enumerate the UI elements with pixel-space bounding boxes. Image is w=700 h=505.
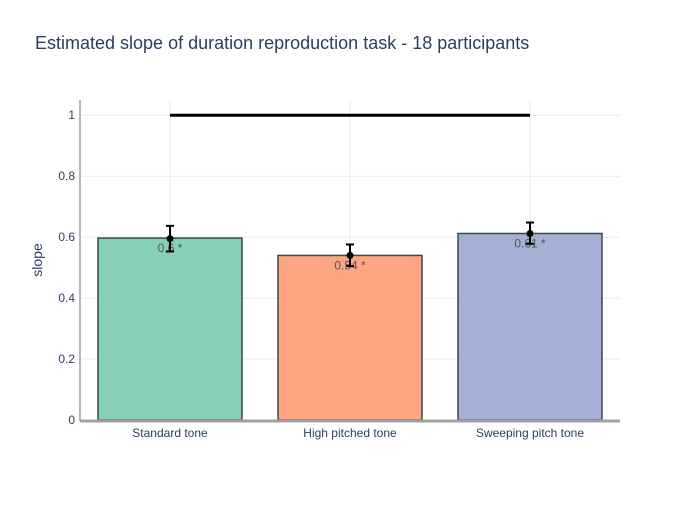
labels-layer: 0.6 *0.54 *0.61 * bbox=[158, 221, 546, 272]
bars-layer bbox=[97, 232, 603, 421]
y-tick-label: 1 bbox=[68, 108, 75, 122]
bar bbox=[97, 237, 243, 421]
chart-title: Estimated slope of duration reproduction… bbox=[35, 33, 530, 53]
axes-layer: 0 0.2 0.4 0.6 0.8 1 Standard tone High pitched … bbox=[58, 100, 620, 440]
y-tick-label: 0 bbox=[68, 413, 75, 427]
mean-point bbox=[166, 235, 174, 243]
x-tick-label: High pitched tone bbox=[303, 426, 397, 440]
bar bbox=[457, 232, 603, 421]
x-tick-label: Standard tone bbox=[132, 426, 208, 440]
y-axis-label: slope bbox=[29, 243, 45, 277]
y-tick-label: 0.4 bbox=[58, 291, 75, 305]
y-tick-label: 0.6 bbox=[58, 230, 75, 244]
bar bbox=[277, 254, 423, 421]
mean-point bbox=[346, 251, 354, 259]
y-tick-label: 0.2 bbox=[58, 352, 75, 366]
x-tick-label: Sweeping pitch tone bbox=[476, 426, 584, 440]
y-tick-label: 0.8 bbox=[58, 169, 75, 183]
mean-point bbox=[526, 229, 534, 237]
